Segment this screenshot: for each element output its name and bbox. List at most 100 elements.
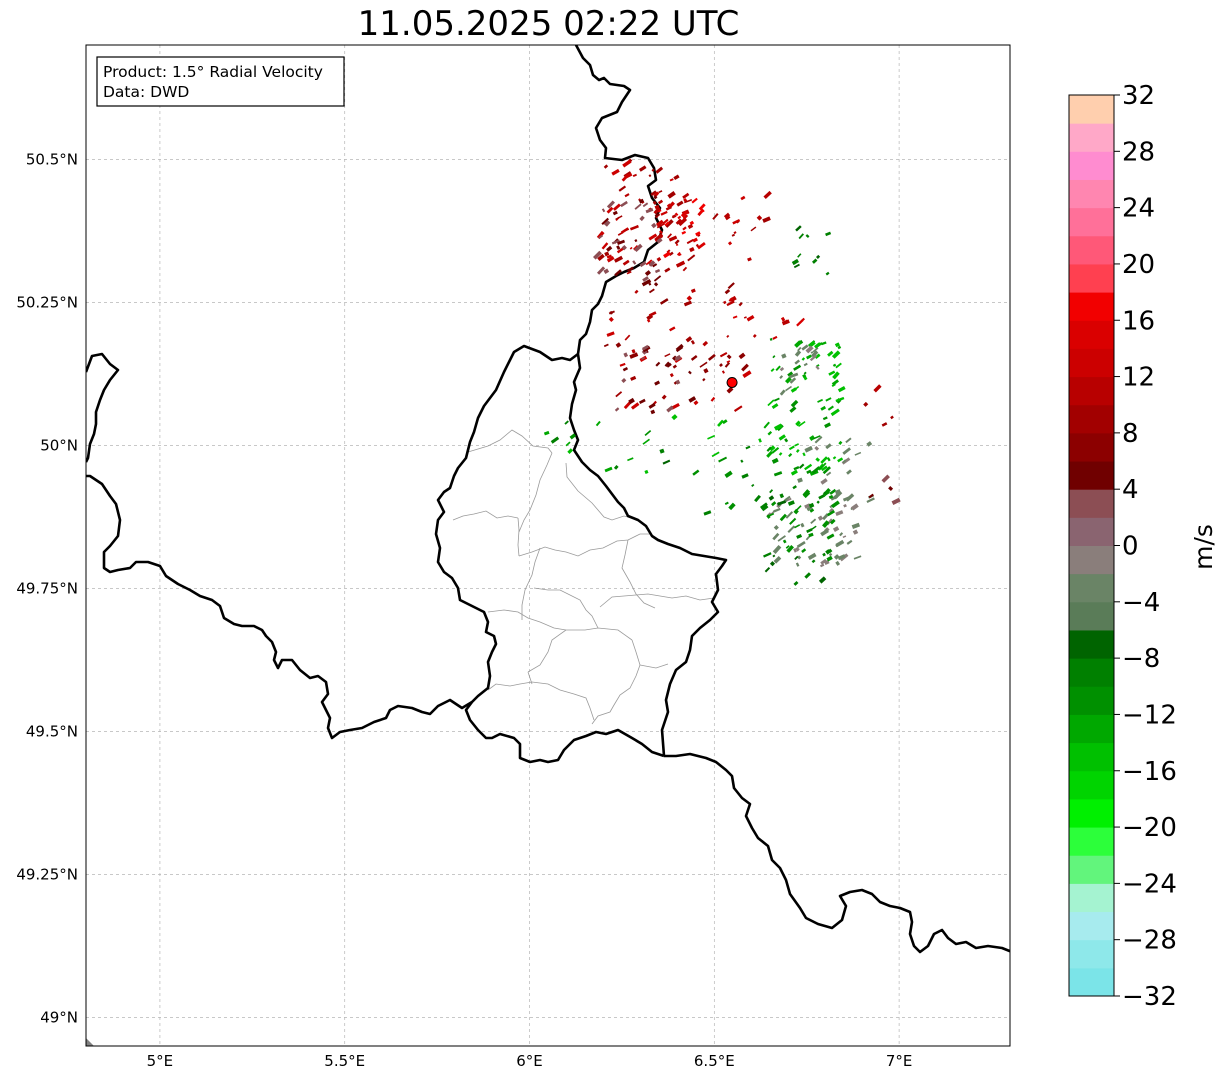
velocity-echo: [675, 218, 682, 225]
velocity-echo: [689, 220, 695, 226]
colorbar-cell: [1069, 855, 1114, 884]
velocity-echo: [672, 355, 678, 361]
velocity-echo: [629, 246, 633, 250]
velocity-echo: [826, 471, 832, 477]
colorbar-cell: [1069, 742, 1114, 772]
velocity-echo: [688, 370, 692, 375]
velocity-echo: [664, 361, 670, 367]
velocity-echo: [601, 242, 609, 250]
velocity-echo: [622, 159, 632, 168]
velocity-echo: [645, 259, 653, 266]
velocity-echo: [641, 279, 652, 287]
velocity-echo: [646, 318, 651, 323]
velocity-echo: [564, 420, 569, 425]
colorbar-cell: [1069, 601, 1114, 631]
velocity-echo: [728, 502, 736, 511]
velocity-echo: [773, 397, 780, 402]
velocity-echo: [811, 258, 818, 264]
velocity-echo: [732, 218, 741, 225]
velocity-echo: [742, 370, 752, 378]
velocity-echo: [623, 228, 630, 232]
velocity-echo: [717, 419, 724, 427]
velocity-echo: [795, 546, 800, 552]
velocity-echo: [824, 422, 831, 429]
country-borders: [86, 45, 1010, 954]
velocity-echo: [672, 364, 677, 369]
velocity-echo: [655, 166, 664, 174]
velocity-echo: [724, 362, 731, 368]
velocity-echo: [609, 310, 613, 315]
info-box: Product: 1.5° Radial Velocity Data: DWD: [96, 56, 345, 107]
velocity-echo: [763, 190, 772, 199]
velocity-echo: [797, 477, 803, 483]
velocity-echo: [779, 389, 786, 396]
velocity-echo: [786, 497, 792, 502]
velocity-echo: [722, 419, 728, 425]
velocity-echo: [775, 365, 781, 372]
border-belgium-netherlands-west: [86, 352, 120, 463]
velocity-echo: [741, 473, 749, 479]
velocity-echo: [604, 466, 613, 473]
velocity-echo: [690, 288, 696, 293]
velocity-echo: [653, 275, 662, 282]
colorbar-cell: [1069, 207, 1114, 237]
velocity-echo: [795, 420, 801, 427]
velocity-echo: [842, 535, 847, 539]
velocity-echo: [690, 355, 698, 361]
velocity-echo: [835, 362, 842, 369]
velocity-echo: [818, 576, 827, 584]
velocity-echo: [795, 449, 800, 453]
velocity-echo: [773, 423, 783, 431]
velocity-echo: [831, 500, 840, 509]
velocity-echo: [659, 448, 665, 454]
velocity-echo: [778, 434, 786, 441]
velocity-echo: [846, 469, 852, 475]
velocity-echo: [650, 409, 656, 415]
velocity-echo: [794, 350, 802, 357]
velocity-echo: [711, 451, 720, 458]
velocity-echo: [723, 300, 727, 305]
velocity-echo: [633, 243, 643, 253]
velocity-echo: [787, 500, 795, 506]
velocity-echo: [693, 400, 699, 406]
velocity-echo: [688, 396, 697, 403]
velocity-echo: [803, 362, 808, 367]
velocity-echo: [702, 340, 709, 347]
colorbar-label: m/s: [1189, 524, 1218, 570]
velocity-echo: [838, 440, 843, 445]
velocity-echo: [724, 470, 733, 478]
velocity-echo: [794, 359, 801, 365]
velocity-echo: [652, 263, 658, 268]
velocity-echo: [697, 241, 706, 250]
velocity-echo: [695, 243, 700, 248]
lat-tick-label: 49°N: [40, 1008, 78, 1026]
velocity-echo: [604, 251, 610, 257]
velocity-echo: [866, 497, 875, 503]
colorbar-cell: [1069, 320, 1114, 349]
velocity-echo: [627, 457, 634, 462]
velocity-echo: [785, 385, 792, 392]
velocity-echo: [781, 353, 787, 359]
velocity-echo: [741, 363, 749, 372]
velocity-echo: [779, 375, 784, 379]
velocity-echo: [745, 445, 751, 450]
velocity-echo: [806, 469, 812, 475]
velocity-echo: [758, 438, 762, 443]
velocity-echo: [843, 503, 847, 508]
velocity-echo: [726, 354, 732, 360]
velocity-echo: [828, 548, 833, 553]
velocity-echo: [832, 371, 840, 380]
velocity-echo: [811, 559, 816, 564]
velocity-echo: [793, 548, 797, 553]
velocity-echo: [634, 239, 638, 243]
velocity-echo: [666, 203, 672, 208]
colorbar-cell: [1069, 489, 1114, 518]
velocity-echo: [831, 379, 840, 386]
velocity-echo: [652, 200, 657, 205]
velocity-echo: [759, 502, 768, 510]
colorbar-cell: [1069, 235, 1114, 265]
velocity-echo: [772, 554, 776, 558]
velocity-echo: [812, 435, 821, 440]
colorbar-cell: [1069, 545, 1114, 575]
info-product: Product: 1.5° Radial Velocity: [103, 63, 323, 81]
